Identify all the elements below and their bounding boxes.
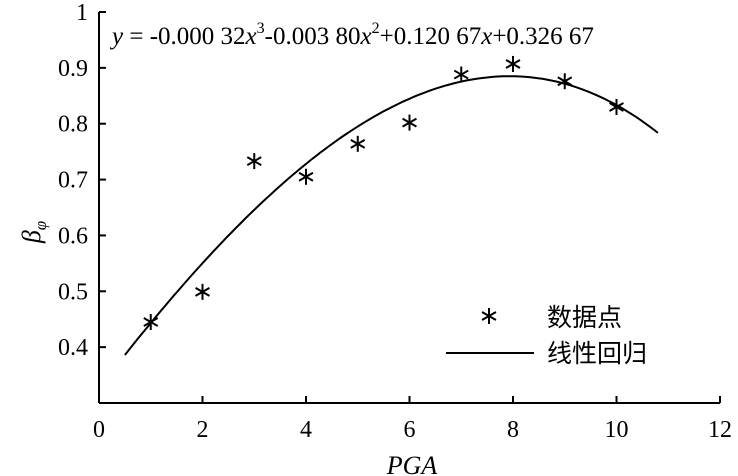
x-tick-label: 8 [507, 417, 519, 443]
data-point [350, 135, 366, 152]
legend-asterisk-icon [481, 308, 497, 324]
x-tick-label: 4 [300, 417, 312, 443]
x-tick-label: 10 [605, 417, 629, 443]
y-tick-label: 0.4 [58, 335, 88, 361]
y-tick-label: 0.6 [58, 223, 88, 249]
data-point [609, 98, 624, 115]
x-tick-label: 2 [197, 417, 209, 443]
equation-annotation: y = -0.000 32x3-0.003 80x2+0.120 67x+0.3… [109, 20, 594, 50]
data-point [505, 55, 521, 72]
data-point [453, 66, 469, 83]
data-points [143, 55, 624, 331]
x-axis-label: PGA [386, 451, 438, 476]
data-point [298, 168, 314, 185]
x-tick-label: 0 [93, 417, 105, 443]
y-tick-label: 0.5 [58, 279, 88, 305]
data-point [246, 153, 262, 170]
y-tick-label: 0.7 [58, 168, 88, 194]
x-tick-label: 6 [404, 417, 416, 443]
y-axis-label: βφ [17, 221, 50, 244]
y-tick-label: 0.9 [58, 56, 88, 82]
data-point [557, 73, 573, 90]
legend: 数据点 线性回归 [446, 303, 647, 368]
x-tick-label: 12 [708, 417, 732, 443]
data-point [143, 314, 159, 331]
data-point [402, 114, 417, 131]
data-point [195, 283, 210, 300]
legend-label-points: 数据点 [547, 303, 622, 332]
y-tick-label: 0.8 [58, 112, 88, 138]
y-tick-label: 1 [76, 0, 88, 26]
ticks: 0 2 4 6 8 10 12 0.4 0.5 0.6 0.7 0.8 0.9 1 [58, 0, 732, 443]
legend-label-regression: 线性回归 [547, 339, 647, 368]
legend-marker-asterisk [481, 308, 497, 324]
